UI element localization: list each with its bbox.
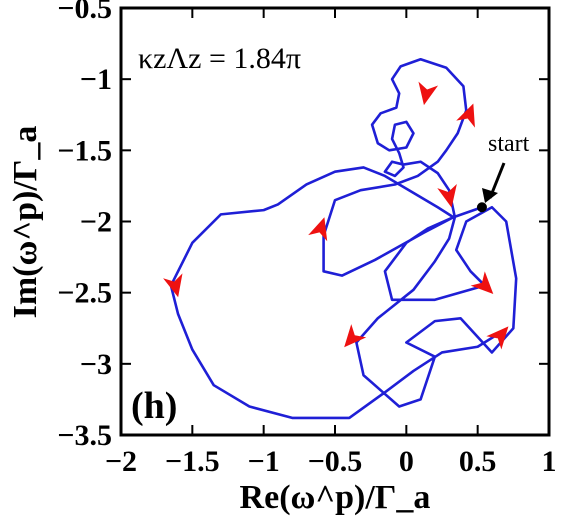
y-tick-label: −3	[80, 348, 112, 381]
x-tick-label: 0	[399, 445, 414, 478]
y-tick-label: −2	[80, 206, 112, 239]
parameter-annotation: κzΛz = 1.84π	[138, 42, 301, 75]
direction-arrows	[163, 81, 509, 350]
start-marker	[476, 202, 487, 213]
y-tick-label: −1	[80, 63, 112, 96]
trajectory-line	[169, 57, 518, 420]
x-tick-label: −2	[105, 445, 137, 478]
y-axis-title: Im(ω^p)/Γ_a	[7, 126, 44, 319]
direction-arrow	[163, 273, 183, 298]
y-tick-label: −1.5	[57, 134, 112, 167]
direction-arrow	[437, 184, 457, 208]
x-tick-label: −1	[248, 445, 280, 478]
x-tick-label: −1.5	[165, 445, 220, 478]
x-tick-label: −0.5	[308, 445, 363, 478]
direction-arrow	[344, 324, 367, 348]
y-tick-label: −2.5	[57, 277, 112, 310]
direction-arrow	[418, 81, 439, 106]
axis-ticks	[120, 7, 550, 436]
direction-arrow	[308, 217, 328, 242]
direction-arrow	[470, 271, 494, 295]
x-tick-label: 0.5	[459, 445, 497, 478]
x-axis-title: Re(ω^p)/Γ_a	[240, 479, 431, 516]
axis-tick-labels: −2 −1.5 −1 −0.5 0 0.5 1 −3.5 −3 −2.5 −2 −1.5 −1 −0.5	[57, 0, 556, 478]
start-label: start	[488, 131, 530, 157]
panel-label: (h)	[131, 385, 177, 427]
y-tick-label: −0.5	[57, 0, 112, 25]
trajectory-series	[169, 57, 518, 420]
direction-arrow	[456, 103, 475, 128]
direction-arrow	[486, 326, 509, 350]
start-pointer-head	[482, 188, 498, 203]
x-tick-label: 1	[542, 445, 557, 478]
y-tick-label: −3.5	[57, 419, 112, 452]
